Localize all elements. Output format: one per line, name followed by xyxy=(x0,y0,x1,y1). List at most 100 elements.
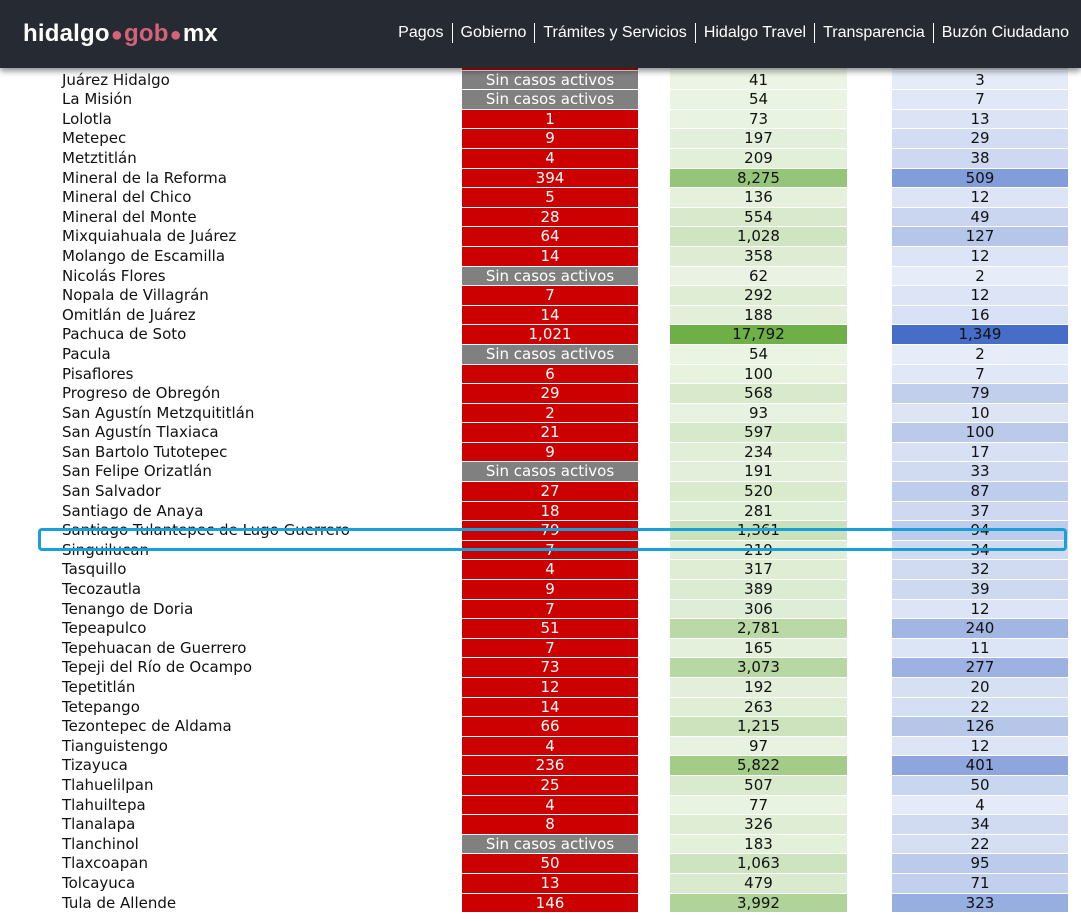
confirmed-cases-cell: 234 xyxy=(670,442,847,462)
deaths-cell: 39 xyxy=(892,580,1068,599)
active-cases-cell: 1 xyxy=(462,109,638,129)
row-highlight-outline xyxy=(38,528,1067,551)
logo-text-gob: gob xyxy=(124,20,169,47)
deaths-cell: 2 xyxy=(892,344,1068,364)
table-row: Progreso de Obregón 29 568 79 xyxy=(0,384,1081,404)
confirmed-cases-cell: 292 xyxy=(670,286,847,305)
confirmed-cases-cell: 317 xyxy=(670,560,847,580)
confirmed-cases-cell: 192 xyxy=(670,678,847,697)
table-row: Lolotla 1 73 13 xyxy=(0,109,1081,130)
active-cases-cell: 7 xyxy=(462,286,638,305)
nav-divider xyxy=(814,23,816,43)
table-row: Tlanchinol Sin casos activos 183 22 xyxy=(0,834,1081,855)
confirmed-cases-cell: 3,073 xyxy=(670,658,847,677)
municipality-name: Tepeji del Río de Ocampo xyxy=(62,658,252,677)
table-row: Mineral de la Reforma 394 8,275 509 xyxy=(0,168,1081,189)
confirmed-cases-cell: 389 xyxy=(670,580,847,599)
municipality-name: Tlaxcoapan xyxy=(62,854,148,873)
nav-link-transparencia[interactable]: Transparencia xyxy=(823,24,925,41)
municipality-name: Omitlán de Juárez xyxy=(62,305,196,324)
nav-link-buzon-ciudadano[interactable]: Buzón Ciudadano xyxy=(941,24,1069,41)
confirmed-cases-cell: 62 xyxy=(670,266,847,286)
confirmed-cases-cell: 197 xyxy=(670,129,847,148)
table-row: Nicolás Flores Sin casos activos 62 2 xyxy=(0,266,1081,287)
deaths-cell: 33 xyxy=(892,462,1068,482)
municipality-name: Tenango de Doria xyxy=(62,599,194,618)
table-row: Tlahuiltepa 4 77 4 xyxy=(0,795,1081,816)
confirmed-cases-cell: 326 xyxy=(670,815,847,834)
confirmed-cases-cell: 306 xyxy=(670,599,847,619)
table-row: Juárez Hidalgo Sin casos activos 41 3 xyxy=(0,70,1081,91)
deaths-cell: 12 xyxy=(892,246,1068,266)
municipality-name: Pachuca de Soto xyxy=(62,325,187,344)
confirmed-cases-cell: 479 xyxy=(670,873,847,893)
deaths-cell: 12 xyxy=(892,599,1068,619)
deaths-cell: 11 xyxy=(892,638,1068,658)
confirmed-cases-cell: 1,215 xyxy=(670,717,847,736)
municipality-name: Nopala de Villagrán xyxy=(62,286,209,305)
active-cases-cell: 64 xyxy=(462,227,638,246)
deaths-cell: 13 xyxy=(892,109,1068,129)
nav-link-gobierno[interactable]: Gobierno xyxy=(460,24,527,41)
table-row: San Bartolo Tutotepec 9 234 17 xyxy=(0,442,1081,463)
nav-divider xyxy=(534,23,536,43)
deaths-cell: 509 xyxy=(892,168,1068,188)
municipality-name: San Agustín Metzquititlán xyxy=(62,403,255,422)
deaths-cell: 12 xyxy=(892,736,1068,756)
table-row: Omitlán de Juárez 14 188 16 xyxy=(0,305,1081,326)
confirmed-cases-cell: 5,822 xyxy=(670,756,847,775)
table-row: Tlaxcoapan 50 1,063 95 xyxy=(0,854,1081,874)
table-row: Tasquillo 4 317 32 xyxy=(0,560,1081,580)
table-row: Metztitlán 4 209 38 xyxy=(0,148,1081,169)
municipality-name: Metepec xyxy=(62,129,127,148)
active-cases-cell: 7 xyxy=(462,599,638,619)
deaths-cell: 12 xyxy=(892,286,1068,305)
table-row: Mineral del Monte 28 554 49 xyxy=(0,207,1081,228)
active-cases-cell: 4 xyxy=(462,736,638,756)
confirmed-cases-cell: 165 xyxy=(670,638,847,658)
deaths-cell: 95 xyxy=(892,854,1068,873)
deaths-cell: 1,349 xyxy=(892,325,1068,344)
table-row: San Salvador 27 520 87 xyxy=(0,482,1081,502)
active-cases-cell: 50 xyxy=(462,854,638,873)
main-nav: Pagos Gobierno Trámites y Servicios Hida… xyxy=(390,23,1077,43)
municipality-name: Tolcayuca xyxy=(62,873,136,892)
site-header: hidalgo●gob●mx Pagos Gobierno Trámites y… xyxy=(0,0,1081,68)
municipality-name: San Felipe Orizatlán xyxy=(62,462,212,481)
deaths-cell: 49 xyxy=(892,207,1068,227)
table-row: Tula de Allende 146 3,992 323 xyxy=(0,893,1081,914)
confirmed-cases-cell: 73 xyxy=(670,109,847,129)
municipality-name: Mineral del Chico xyxy=(62,188,192,207)
nav-link-pagos[interactable]: Pagos xyxy=(398,24,444,41)
municipality-name: Tlahuelilpan xyxy=(62,775,154,794)
active-cases-cell: Sin casos activos xyxy=(462,90,638,109)
active-cases-cell: 4 xyxy=(462,560,638,580)
table-row: Tepetitlán 12 192 20 xyxy=(0,678,1081,698)
table-row: San Agustín Tlaxiaca 21 597 100 xyxy=(0,423,1081,443)
municipality-name: Tizayuca xyxy=(62,756,128,775)
deaths-cell: 240 xyxy=(892,619,1068,638)
deaths-cell: 38 xyxy=(892,148,1068,168)
deaths-cell: 127 xyxy=(892,227,1068,246)
municipality-name: Nicolás Flores xyxy=(62,266,166,285)
confirmed-cases-cell: 41 xyxy=(670,70,847,90)
active-cases-cell: 4 xyxy=(462,148,638,168)
confirmed-cases-cell: 3,992 xyxy=(670,893,847,913)
active-cases-cell: 12 xyxy=(462,678,638,697)
deaths-cell: 12 xyxy=(892,188,1068,207)
municipality-name: Pacula xyxy=(62,344,111,363)
active-cases-cell: Sin casos activos xyxy=(462,834,638,854)
table-row: Tizayuca 236 5,822 401 xyxy=(0,756,1081,776)
table-row: Nopala de Villagrán 7 292 12 xyxy=(0,286,1081,306)
deaths-cell: 277 xyxy=(892,658,1068,677)
active-cases-cell: 29 xyxy=(462,384,638,403)
nav-link-tramites[interactable]: Trámites y Servicios xyxy=(543,24,687,41)
site-logo[interactable]: hidalgo●gob●mx xyxy=(23,19,218,50)
nav-link-hidalgo-travel[interactable]: Hidalgo Travel xyxy=(703,24,807,41)
active-cases-cell: 13 xyxy=(462,873,638,893)
confirmed-cases-cell: 8,275 xyxy=(670,168,847,188)
active-cases-cell: 8 xyxy=(462,815,638,834)
active-cases-cell: 1,021 xyxy=(462,325,638,344)
confirmed-cases-cell: 2,781 xyxy=(670,619,847,638)
